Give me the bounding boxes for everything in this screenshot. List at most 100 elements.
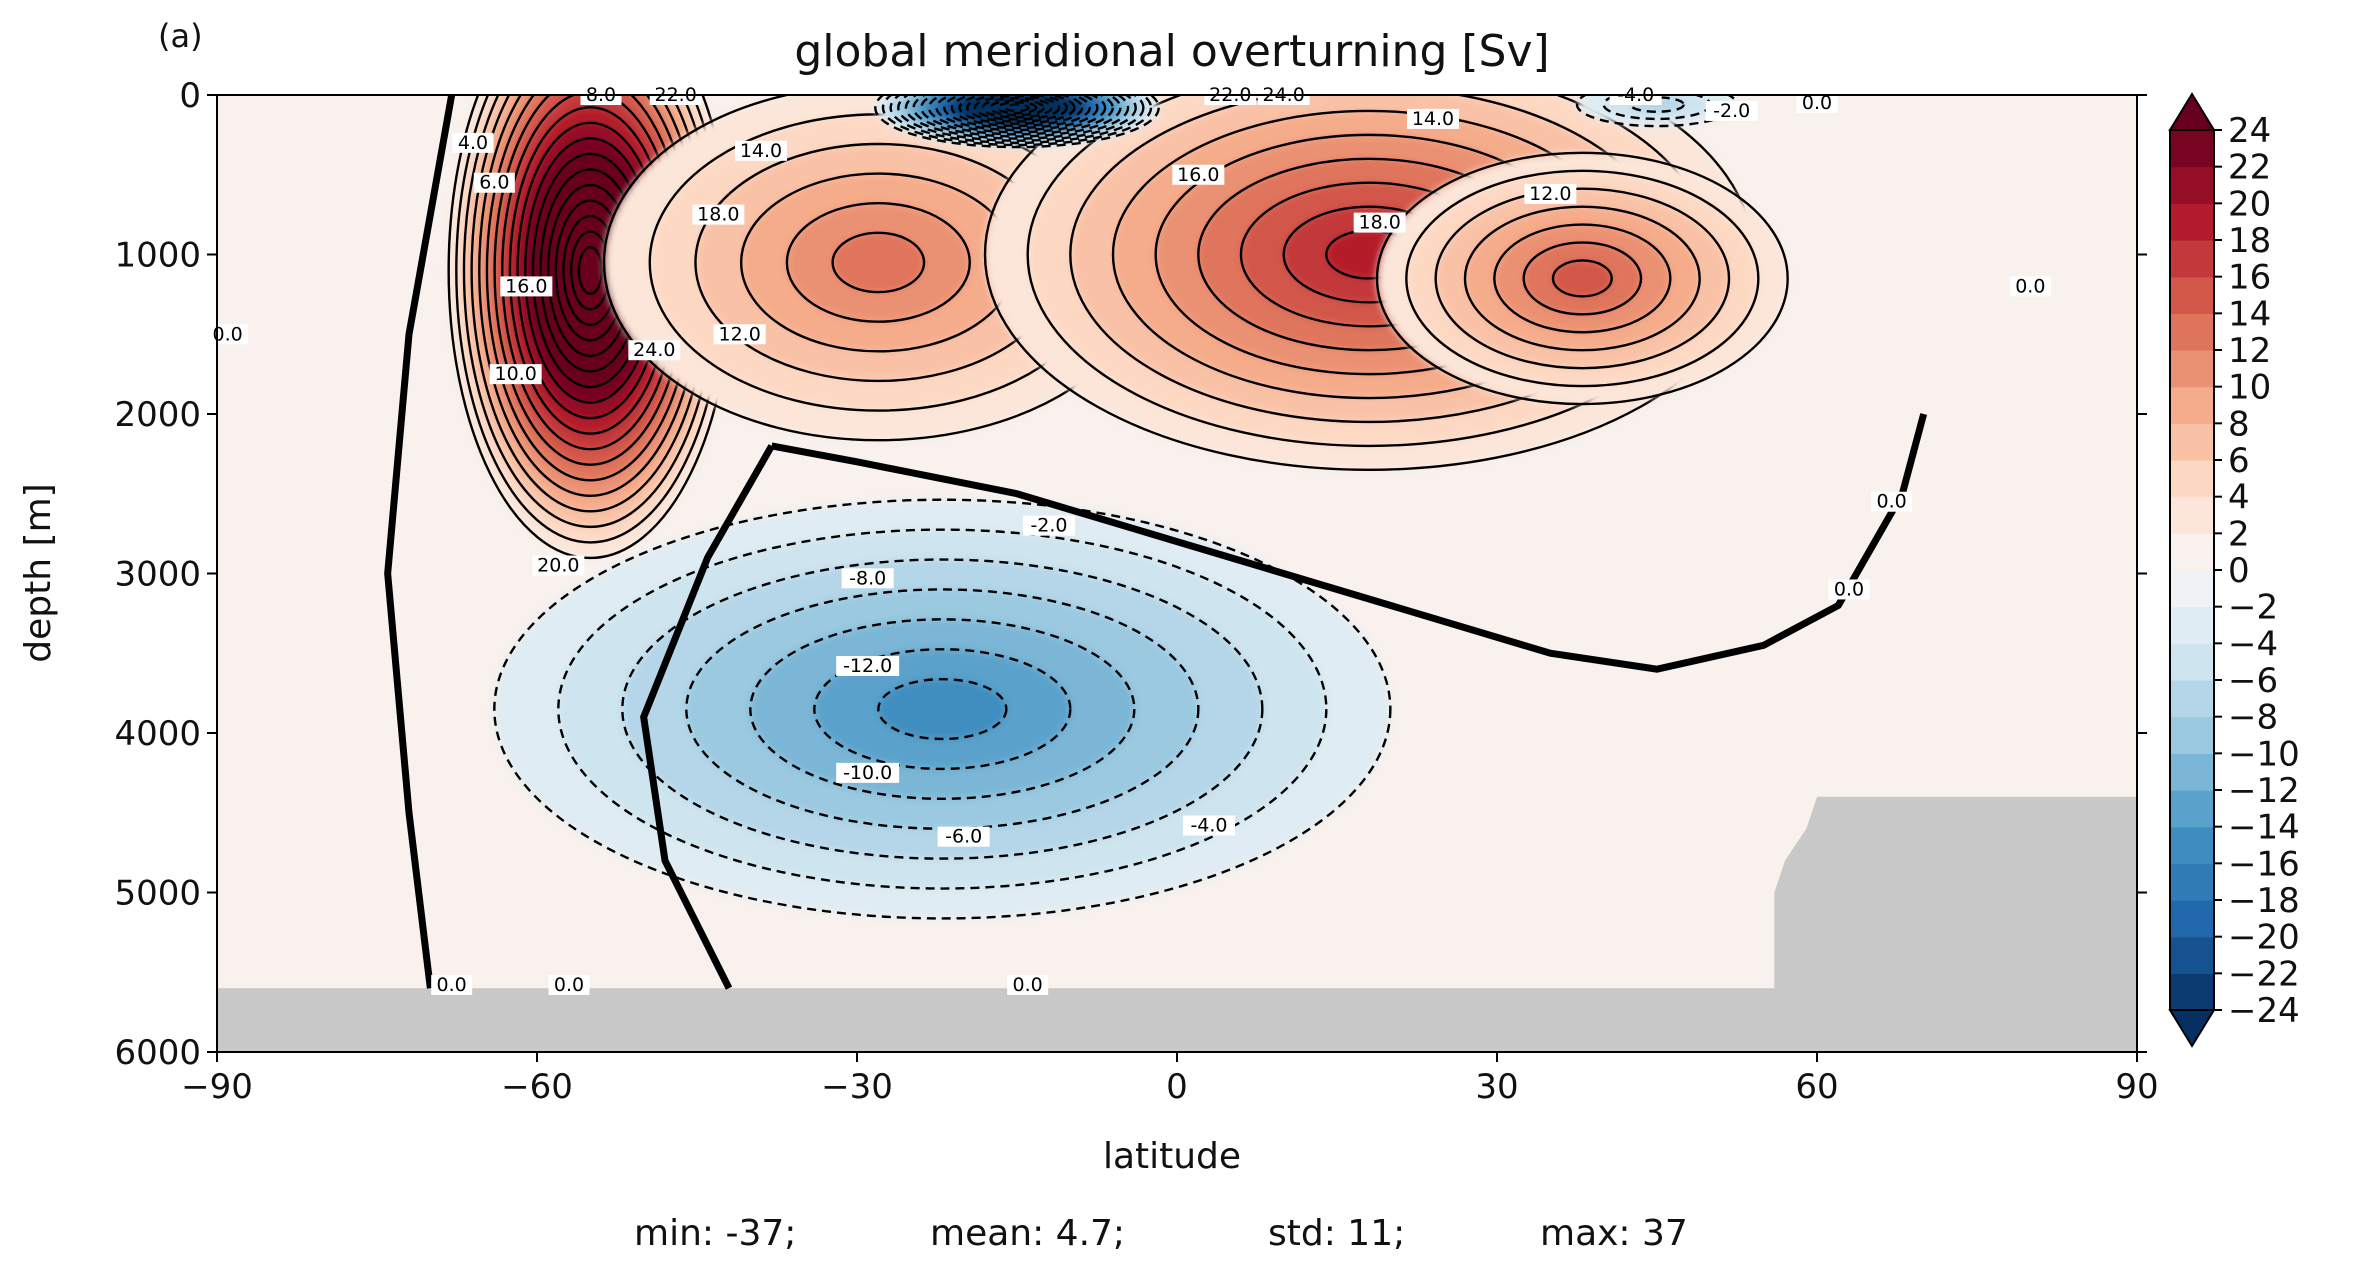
contour-label-text: -10.0	[843, 762, 892, 784]
contour-label-bg	[1796, 92, 1838, 113]
x-axis: −90 −60 −30 0 30 60 90	[181, 1052, 2159, 1107]
colorbar-bin	[2170, 936, 2214, 974]
colorbar-tick-label: 16	[2228, 258, 2271, 298]
contour-label-bg	[836, 656, 900, 677]
y-tick-label: 2000	[114, 395, 201, 435]
colorbar-bin	[2170, 753, 2214, 791]
contour-label: 0.0	[1796, 92, 1838, 114]
contour-label-bg	[532, 555, 585, 576]
contour-label-text: 14.0	[740, 140, 782, 162]
field-level	[578, 247, 602, 294]
contour-label-text: 16.0	[1177, 164, 1219, 186]
contour-label-bg	[1023, 515, 1075, 536]
contour-line	[1004, 103, 1030, 113]
contour-line	[1463, 205, 1701, 352]
colorbar-bin	[2170, 313, 2214, 351]
colorbar-tick-label: 22	[2228, 148, 2271, 188]
colorbar-tick-label: 14	[2228, 294, 2271, 334]
colorbar-tick-label: 12	[2228, 331, 2271, 371]
contour-label-text: 18.0	[697, 204, 739, 226]
contour-line	[904, 95, 1130, 140]
contour-label-text: 18.0	[1359, 212, 1401, 234]
contour-label: 6.0	[473, 172, 515, 194]
stat-std: std: 11;	[1268, 1213, 1405, 1254]
contour-line	[1375, 151, 1789, 406]
contour-label-text: -2.0	[1030, 515, 1067, 537]
colorbar-tick-label: −20	[2228, 918, 2300, 958]
contour-line	[920, 95, 1114, 136]
contour-line	[981, 96, 1053, 119]
contour-label-text: 0.0	[2015, 275, 2045, 297]
colorbar-tick-label: −14	[2228, 808, 2300, 848]
colorbar-bin	[2170, 496, 2214, 534]
colorbar: 242220181614121086420−2−4−6−8−10−12−14−1…	[2168, 92, 2300, 1048]
contour-label-bg	[628, 340, 681, 361]
contour-label: 20.0	[532, 555, 585, 577]
contour-label-bg	[548, 975, 590, 996]
contour-line	[1405, 169, 1760, 388]
field-level	[832, 232, 925, 293]
colorbar-bin	[2170, 350, 2214, 388]
colorbar-tick-label: 24	[2228, 111, 2271, 151]
contour-line	[996, 101, 1038, 115]
contour-line	[1434, 187, 1731, 370]
contour-line	[749, 618, 1136, 800]
colorbar-bin	[2170, 716, 2214, 754]
colorbar-bin	[2170, 166, 2214, 204]
contour-line	[943, 95, 1091, 130]
x-axis-label: latitude	[1103, 1136, 1241, 1177]
seafloor	[217, 796, 2137, 1052]
contour-label-text: 0.0	[1877, 491, 1907, 513]
contour-label-text: 0.0	[437, 974, 467, 996]
contour-label: 0.0	[1007, 974, 1049, 996]
x-tick-label: 60	[1795, 1067, 1838, 1107]
contour-label-text: 10.0	[495, 363, 537, 385]
contour-label-bg	[692, 204, 745, 225]
contour-label: 0.0	[207, 323, 249, 345]
contour-line	[785, 202, 971, 323]
contour-line	[1551, 259, 1613, 298]
colorbar-tick-label: 18	[2228, 221, 2271, 261]
field-cell	[494, 499, 1391, 919]
colorbar-bin	[2170, 973, 2214, 1011]
zero-contour-lines	[384, 95, 1928, 990]
contour-label-bg	[500, 276, 553, 297]
colorbar-bin	[2170, 240, 2214, 278]
contour-label: 18.0	[1353, 212, 1406, 234]
contour-line	[973, 95, 1061, 121]
colorbar-bin	[2170, 790, 2214, 828]
colorbar-bin	[2170, 606, 2214, 644]
contour-label: -6.0	[937, 826, 990, 848]
colorbar-tick-label: −4	[2228, 624, 2278, 664]
contour-label-bg	[713, 324, 766, 345]
contour-line	[950, 95, 1084, 128]
contour-label-text: 6.0	[479, 172, 509, 194]
contour-label-text: 4.0	[458, 132, 488, 154]
colorbar-bin	[2170, 533, 2214, 571]
colorbar-bin	[2170, 386, 2214, 424]
y-tick-label: 5000	[114, 874, 201, 914]
stats-line: min: -37; mean: 4.7; std: 11; max: 37	[634, 1213, 1688, 1254]
contour-label: 0.0	[431, 974, 473, 996]
colorbar-extend-max	[2168, 92, 2216, 131]
contour-label-bg	[937, 826, 990, 847]
contour-label-text: 16.0	[505, 275, 547, 297]
x-tick-label: 90	[2115, 1067, 2158, 1107]
chart-title: global meridional overturning [Sv]	[794, 26, 1549, 77]
contour-lines	[874, 95, 1160, 149]
field-cell	[604, 95, 1153, 441]
colorbar-tick-label: 8	[2228, 404, 2250, 444]
contour-label: 0.0	[548, 974, 590, 996]
contour-label-bg	[1828, 579, 1870, 600]
colorbar-tick-label: 6	[2228, 441, 2250, 481]
contour-line	[493, 498, 1392, 920]
colorbar-tick-label: 10	[2228, 368, 2271, 408]
stat-mean: mean: 4.7;	[930, 1213, 1125, 1254]
contour-label-bg	[473, 172, 515, 193]
contour-label-text: 12.0	[1529, 183, 1571, 205]
field-cell	[1377, 152, 1788, 405]
contour-line	[935, 95, 1099, 132]
contour-label: -4.0	[1183, 815, 1235, 837]
colorbar-tick-label: −22	[2228, 954, 2300, 994]
